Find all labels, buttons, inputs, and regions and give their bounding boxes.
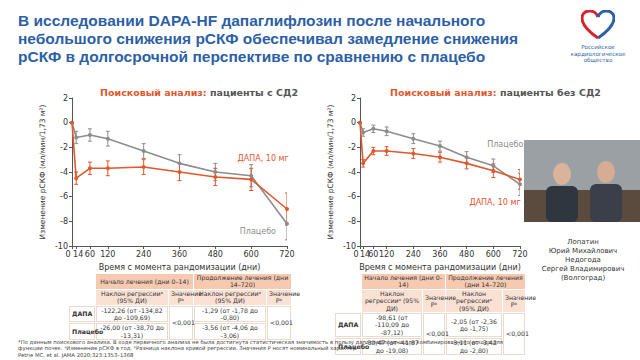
svg-text:0: 0	[65, 250, 70, 259]
html-text:Значение Pᵇ: Значение Pᵇ	[171, 289, 203, 305]
svg-text:14: 14	[73, 250, 83, 259]
svg-text:-10: -10	[342, 241, 356, 251]
html-text:Наклон регрессииᵃ (95% ДИ): Наклон регрессииᵃ (95% ДИ)	[364, 289, 420, 312]
html-text:общество: общество	[583, 57, 613, 64]
svg-text:ДАПА, 10 мг: ДАПА, 10 мг	[469, 198, 520, 207]
html-text:кардиологическое: кардиологическое	[570, 50, 626, 57]
svg-text:Поисковый анализ:: Поисковый анализ:	[100, 87, 207, 98]
html-text:*По данным поискового анализа.: *По данным поискового анализа. В ходе пе…	[18, 339, 503, 352]
html-text:-2,05 (от -2,36 до -1,75): -2,05 (от -2,36 до -1,75)	[451, 317, 497, 333]
svg-text:-8: -8	[348, 217, 356, 226]
html-text:-3,56 (от -4,06 до -3,06): -3,56 (от -4,06 до -3,06)	[202, 324, 258, 339]
svg-text:-8: -8	[60, 217, 68, 226]
svg-text:-6: -6	[60, 192, 68, 201]
html-text:Начало лечения (дни 0–14): Начало лечения (дни 0–14)	[364, 274, 443, 289]
svg-text:0: 0	[351, 118, 356, 127]
svg-text:Поисковый анализ:: Поисковый анализ:	[390, 87, 497, 98]
html-text:-1,29 (от -1,78 до -0,80): -1,29 (от -1,78 до -0,80)	[202, 306, 258, 321]
svg-text:Плацебо: Плацебо	[240, 227, 276, 236]
svg-text:2: 2	[351, 94, 356, 103]
svg-text:120: 120	[100, 250, 115, 259]
svg-text:480: 480	[459, 250, 474, 259]
html-text:Российское: Российское	[581, 44, 615, 50]
html-text:Наклон регрессииᵃ (95% ДИ): Наклон регрессииᵃ (95% ДИ)	[456, 289, 492, 312]
svg-text:Изменение рСКФ (мл/мин/1,73 м²: Изменение рСКФ (мл/мин/1,73 м²)	[326, 104, 335, 239]
svg-text:0: 0	[63, 118, 68, 127]
svg-text:60: 60	[85, 250, 95, 259]
svg-text:Плацебо: Плацебо	[487, 140, 523, 149]
svg-text:ДАПА, 10 мг: ДАПА, 10 мг	[238, 154, 289, 163]
svg-text:14: 14	[360, 249, 371, 259]
svg-text:-4: -4	[348, 168, 356, 177]
html-text:(Волгоград): (Волгоград)	[560, 274, 606, 282]
html-text:Плацебо: Плацебо	[338, 343, 370, 350]
svg-text:480: 480	[208, 250, 223, 259]
html-text:Продолжение лечения (дни 14–72: Продолжение лечения (дни 14–720)	[196, 274, 289, 289]
html-text:-30,47 (от -41,87 до -19,08): -30,47 (от -41,87 до -19,08)	[365, 339, 419, 354]
html-text:<0,001: <0,001	[426, 330, 449, 338]
svg-text:720: 720	[512, 250, 527, 259]
svg-text:Время с момента рандомизации (: Время с момента рандомизации (дни)	[359, 263, 521, 272]
svg-text:360: 360	[172, 250, 187, 259]
svg-text:-4: -4	[60, 168, 68, 177]
svg-text:0: 0	[353, 250, 358, 259]
svg-text:-2: -2	[60, 143, 68, 152]
svg-text:пациенты с СД2: пациенты с СД2	[210, 87, 298, 98]
html-text:Наклон регрессииᵃ (95% ДИ): Наклон регрессииᵃ (95% ДИ)	[199, 289, 261, 305]
html-text:-26,00 (от -38,70 до -13,31): -26,00 (от -38,70 до -13,31)	[100, 324, 164, 339]
svg-text:240: 240	[136, 250, 151, 259]
svg-text:-6: -6	[348, 192, 356, 201]
html-text:Сергей Владимирович: Сергей Владимирович	[541, 265, 625, 273]
html-text:<0,001: <0,001	[270, 319, 293, 327]
svg-text:Время с момента рандомизации (: Время с момента рандомизации (дни)	[99, 263, 261, 272]
svg-text:-10: -10	[54, 241, 68, 251]
html-text:Плацебо: Плацебо	[72, 328, 104, 336]
svg-text:-2: -2	[348, 143, 356, 152]
svg-text:600: 600	[486, 250, 501, 259]
html-text:ДАПА: ДАПА	[72, 310, 93, 318]
html-text:Юрий Михайлович: Юрий Михайлович	[548, 247, 618, 255]
html-text:-98,61 (от -110,09 до -87,12): -98,61 (от -110,09 до -87,12)	[375, 314, 409, 336]
svg-text:120: 120	[379, 250, 394, 259]
svg-text:360: 360	[432, 250, 447, 259]
html-text:Значение Pᵇ: Значение Pᵇ	[269, 289, 301, 305]
html-text:Наклон регрессииᵃ (95% ДИ): Наклон регрессииᵃ (95% ДИ)	[101, 289, 163, 305]
html-text:Начало лечения (дни 0–14): Начало лечения (дни 0–14)	[100, 277, 189, 285]
html-text:-122,26 (от -134,82 до -109,69: -122,26 (от -134,82 до -109,69)	[101, 306, 163, 321]
html-text:<0,001: <0,001	[506, 330, 529, 338]
html-text:Petrie MC, et al. JAMA 2020;32: Petrie MC, et al. JAMA 2020;323:1353–136…	[18, 351, 134, 358]
svg-text:пациенты без СД2: пациенты без СД2	[500, 87, 601, 98]
svg-text:2: 2	[63, 94, 68, 103]
html-text:Лопатин: Лопатин	[567, 238, 599, 246]
html-text:Продолжение лечения (дни 14–72: Продолжение лечения (дни 14–720)	[448, 274, 523, 289]
html-text:Значение Pᵇ: Значение Pᵇ	[505, 293, 537, 308]
html-text:ДАПА: ДАПА	[338, 321, 359, 329]
html-text:-3,11 (от -3,42 до -2,80): -3,11 (от -3,42 до -2,80)	[451, 339, 497, 354]
svg-text:Изменение рСКФ (мл/мин/1,73 м²: Изменение рСКФ (мл/мин/1,73 м²)	[38, 104, 47, 239]
svg-text:600: 600	[244, 250, 259, 259]
html-text:<0,001: <0,001	[172, 319, 195, 327]
html-text:Значение Pᵇ: Значение Pᵇ	[425, 293, 457, 308]
svg-text:240: 240	[406, 250, 421, 259]
svg-text:60: 60	[368, 250, 378, 259]
html-text:В исследовании DAPA-HF дапагли: В исследовании DAPA-HF дапаглифлозин пос…	[18, 12, 519, 65]
svg-text:720: 720	[279, 250, 294, 259]
html-text:Недогода: Недогода	[565, 256, 601, 264]
